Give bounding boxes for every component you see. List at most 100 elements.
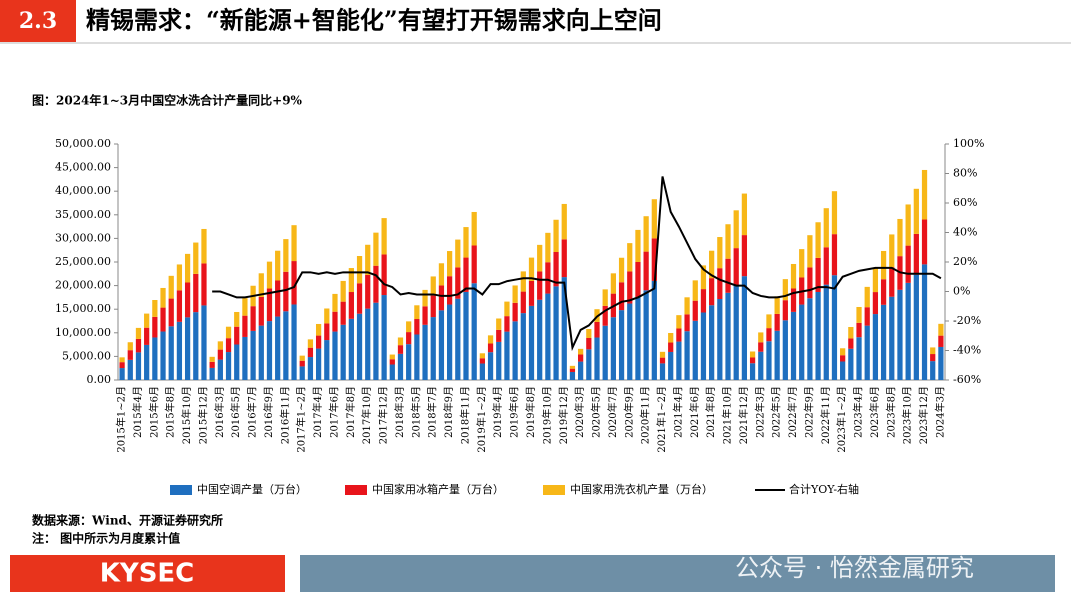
bar (709, 250, 715, 279)
bar (356, 313, 363, 380)
bar (864, 307, 870, 326)
bar (365, 244, 371, 275)
bar (471, 283, 477, 380)
bar (897, 218, 903, 257)
x-tick-label: 2017年6月 (327, 386, 340, 438)
bar (406, 344, 412, 380)
bar (799, 304, 805, 380)
x-tick-label: 2018年5月 (409, 386, 422, 438)
bar (905, 204, 911, 246)
bar (741, 193, 748, 236)
bar (225, 352, 232, 380)
bar (717, 299, 723, 380)
bar (414, 319, 420, 335)
bar (144, 327, 150, 345)
bar (127, 342, 133, 351)
bar (733, 210, 739, 249)
bar (586, 329, 592, 338)
bar (774, 313, 780, 331)
bar (545, 232, 551, 263)
bar (217, 359, 223, 380)
bar (356, 256, 363, 284)
bar (758, 332, 764, 343)
x-tick-label: 2019年6月 (508, 386, 521, 438)
bar (512, 321, 518, 380)
legend-label: 中国家用洗衣机产量（万台） (570, 482, 713, 496)
bar (545, 262, 551, 294)
bar (430, 295, 436, 318)
bar (709, 278, 715, 306)
x-tick-label: 2024年3月 (933, 386, 946, 438)
bar (684, 314, 690, 332)
bar (545, 293, 551, 380)
bar (275, 280, 281, 317)
bar (438, 310, 445, 380)
bar (856, 306, 862, 323)
y-tick-label: 20,000.00 (55, 279, 111, 292)
bar (717, 237, 723, 269)
bar (668, 342, 674, 352)
x-tick-label: 2015年1~2月 (115, 386, 128, 453)
bar (807, 267, 813, 299)
bar (684, 297, 690, 315)
bar (152, 337, 158, 380)
x-tick-label: 2016年3月 (213, 386, 226, 438)
bar (193, 273, 199, 313)
x-tick-label: 2019年12月 (557, 386, 570, 444)
x-tick-label: 2020年3月 (573, 386, 586, 438)
bar (938, 323, 944, 336)
bar (168, 298, 174, 327)
bar (553, 219, 559, 252)
bar (659, 351, 666, 358)
bar (299, 360, 305, 367)
bar (930, 361, 936, 380)
x-tick-label: 2015年10月 (180, 386, 193, 444)
bar (799, 249, 805, 278)
bar (176, 321, 183, 380)
bar (700, 265, 707, 290)
bar (242, 315, 248, 337)
bar (389, 354, 395, 360)
bar (880, 304, 887, 380)
bar (856, 322, 862, 338)
bar (561, 203, 567, 240)
x-tick-label: 2023年6月 (868, 386, 881, 438)
bar (905, 245, 911, 283)
bar (234, 344, 240, 380)
bar (528, 280, 535, 306)
bar (340, 301, 346, 325)
y-tick-label: 50,000.00 (55, 137, 111, 150)
bar (348, 292, 354, 319)
y-tick-label: 40,000.00 (55, 184, 111, 197)
bar (438, 263, 445, 286)
legend-swatch (345, 485, 367, 495)
bar (749, 357, 756, 364)
bar (668, 351, 674, 380)
bar (815, 222, 821, 258)
section-box (0, 0, 76, 42)
y2-tick-label: -20% (953, 314, 981, 327)
section-number: 2.3 (19, 8, 57, 34)
bar (864, 286, 870, 308)
bar (479, 353, 485, 359)
bar (610, 317, 617, 380)
legend-label: 中国空调产量（万台） (197, 482, 307, 496)
y2-tick-label: 40% (953, 226, 977, 239)
bar (324, 323, 330, 341)
x-tick-label: 2022年7月 (786, 386, 799, 438)
bar (299, 366, 305, 380)
bar (471, 245, 477, 284)
bar (242, 298, 248, 316)
x-tick-label: 2023年12月 (917, 386, 930, 444)
bar (872, 314, 879, 380)
bar (135, 338, 142, 353)
bar (193, 242, 199, 274)
bar (921, 169, 928, 220)
bar (594, 321, 600, 338)
bar (569, 365, 576, 369)
bar (913, 274, 919, 380)
y2-tick-label: 20% (953, 255, 977, 268)
bar (512, 302, 518, 322)
bar (840, 361, 846, 380)
bar (880, 250, 887, 280)
